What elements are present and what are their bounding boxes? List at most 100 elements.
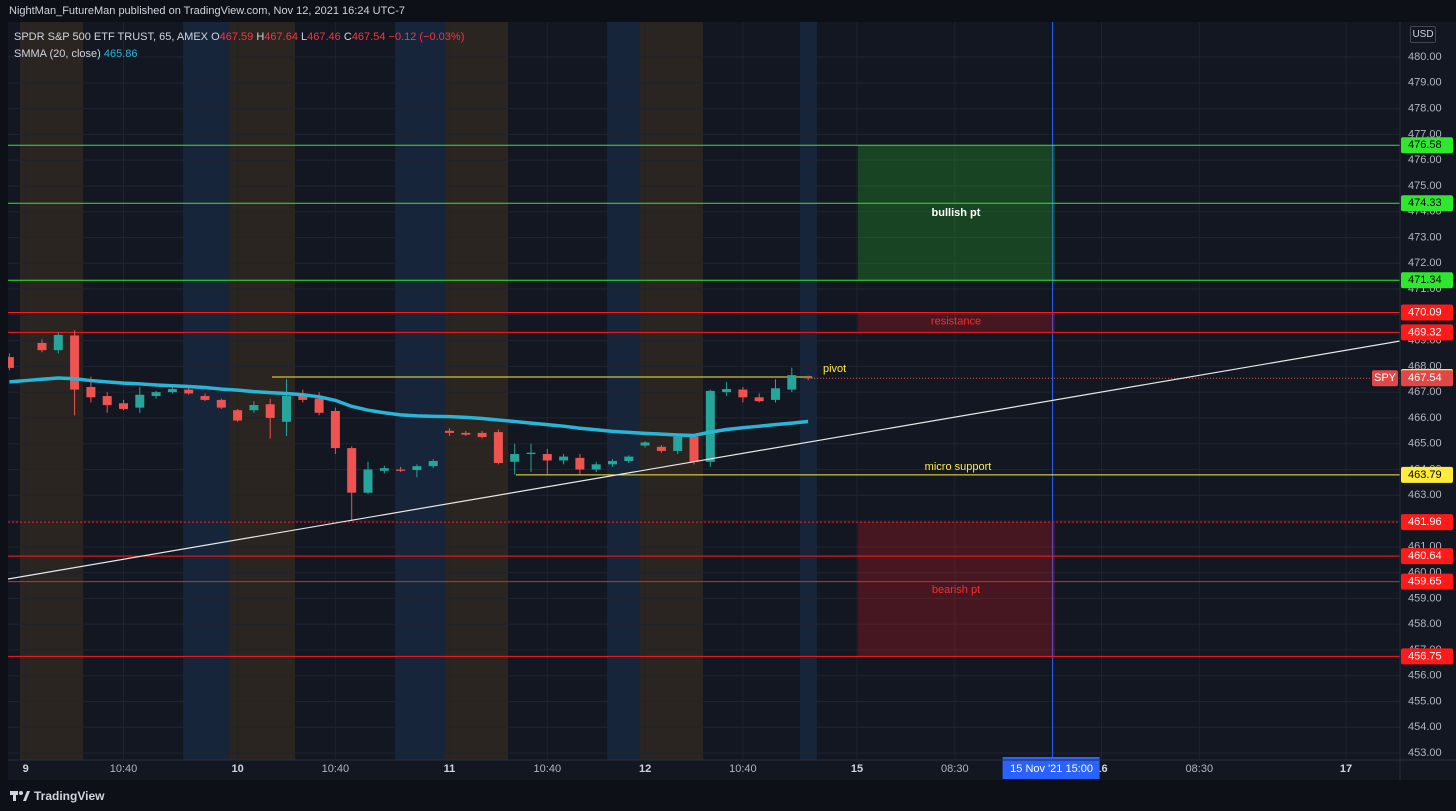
candle-body xyxy=(705,390,715,462)
candle-body xyxy=(624,456,634,461)
candle-body xyxy=(787,375,797,390)
currency-button[interactable]: USD xyxy=(1410,26,1436,43)
symbol-line: SPDR S&P 500 ETF TRUST, 65, AMEX O467.59… xyxy=(14,29,464,46)
candle-body xyxy=(37,342,47,351)
price-label-bg xyxy=(1401,548,1453,565)
candle-body xyxy=(559,456,569,461)
price-label-bg xyxy=(1401,648,1453,665)
candle-body xyxy=(151,392,161,397)
candle-body xyxy=(493,432,503,464)
candle-body xyxy=(233,410,243,421)
candle-body xyxy=(379,468,389,471)
price-label-bg xyxy=(1401,514,1453,531)
crosshair-label-bg xyxy=(1002,757,1100,779)
price-label: 474.33 xyxy=(1408,197,1442,209)
zone xyxy=(858,522,1055,657)
price-label: 459.65 xyxy=(1408,576,1442,588)
zone xyxy=(858,312,1055,333)
candle-body xyxy=(461,432,471,435)
ohlc-key: L xyxy=(301,31,308,43)
y-tick-label: 458.00 xyxy=(1408,618,1442,630)
zone-label: bearish pt xyxy=(932,584,980,596)
candle-body xyxy=(330,410,340,449)
candle-body xyxy=(86,387,96,398)
zone-label: bullish pt xyxy=(932,207,981,219)
candle-body xyxy=(119,403,128,409)
candle-body xyxy=(608,460,617,465)
x-tick-label: 10:40 xyxy=(534,763,562,775)
y-tick-label: 466.00 xyxy=(1408,412,1442,424)
zone xyxy=(858,145,1055,281)
legend: SPDR S&P 500 ETF TRUST, 65, AMEX O467.59… xyxy=(14,29,464,63)
y-tick-label: 475.00 xyxy=(1408,180,1442,192)
level-label: pivot xyxy=(823,363,846,375)
candle-body xyxy=(771,388,780,400)
candle-body xyxy=(396,469,406,471)
y-tick-label: 463.00 xyxy=(1408,489,1442,501)
candle-body xyxy=(689,436,699,462)
logo xyxy=(10,791,30,801)
candle-body xyxy=(298,396,308,400)
candle-body xyxy=(656,446,666,451)
price-label: 471.34 xyxy=(1408,274,1442,286)
crosshair-label: 15 Nov '21 15:00 xyxy=(1010,763,1093,775)
price-label-bg xyxy=(1401,324,1453,341)
indicator-name: SMMA (20, close) xyxy=(14,48,101,60)
candle-body xyxy=(542,454,552,461)
x-tick-label: 10:40 xyxy=(729,763,757,775)
symbol-title: SPDR S&P 500 ETF TRUST, 65, AMEX xyxy=(14,31,208,43)
candle-body xyxy=(314,398,324,413)
price-label-bg xyxy=(1401,573,1453,590)
symbol-label: SPY xyxy=(1374,372,1397,384)
y-tick-label: 456.00 xyxy=(1408,670,1442,682)
level-label: micro support xyxy=(925,461,992,473)
candle-body xyxy=(428,460,438,467)
price-label-bg xyxy=(1401,370,1453,387)
ohlc-key: C xyxy=(343,31,352,43)
candle-body xyxy=(200,396,210,400)
candle-body xyxy=(591,464,601,470)
candle-body xyxy=(510,454,520,462)
price-label-bg xyxy=(1401,304,1453,321)
price-label-bg xyxy=(1401,137,1453,154)
y-tick-label: 465.00 xyxy=(1408,438,1442,450)
ohlc-key: O xyxy=(211,31,220,43)
price-label: 463.79 xyxy=(1408,469,1442,481)
ohlc-key: H xyxy=(256,31,265,43)
indicator-value: 465.86 xyxy=(103,48,138,60)
price-label-bg xyxy=(1401,195,1453,212)
x-tick-label: 08:30 xyxy=(941,763,969,775)
x-tick-label: 08:30 xyxy=(1186,763,1214,775)
candle-body xyxy=(265,404,275,418)
price-label-bg xyxy=(1401,466,1453,483)
ohlc-value: 467.59 xyxy=(219,31,254,43)
ohlc-value: 467.64 xyxy=(264,31,298,43)
candle-body xyxy=(216,399,226,408)
candle-body xyxy=(249,405,259,411)
candle-body xyxy=(738,389,748,398)
price-label: 470.09 xyxy=(1408,306,1442,318)
change: −0.12 (−0.03%) xyxy=(388,31,465,43)
trendline xyxy=(8,340,1400,580)
price-label: 469.32 xyxy=(1408,326,1442,338)
x-tick-label: 11 xyxy=(444,763,456,775)
candle-body xyxy=(526,452,536,455)
candle-body xyxy=(8,357,14,368)
candle-body xyxy=(167,389,177,393)
candle-body xyxy=(640,442,650,446)
publish-info: NightMan_FutureMan published on TradingV… xyxy=(9,5,406,17)
smma-line xyxy=(9,376,809,438)
y-tick-label: 459.00 xyxy=(1408,592,1442,604)
indicator-line: SMMA (20, close) 465.86 xyxy=(14,46,464,63)
zone-label: resistance xyxy=(931,315,981,327)
candle-body xyxy=(135,394,145,408)
x-tick-label: 10 xyxy=(231,763,243,775)
y-tick-label: 455.00 xyxy=(1408,695,1442,707)
price-label: 461.96 xyxy=(1408,516,1442,528)
candle-body xyxy=(412,466,422,471)
candle-body xyxy=(575,457,585,470)
candle-body xyxy=(673,436,683,451)
y-tick-label: 473.00 xyxy=(1408,231,1442,243)
y-tick-label: 480.00 xyxy=(1408,51,1442,63)
